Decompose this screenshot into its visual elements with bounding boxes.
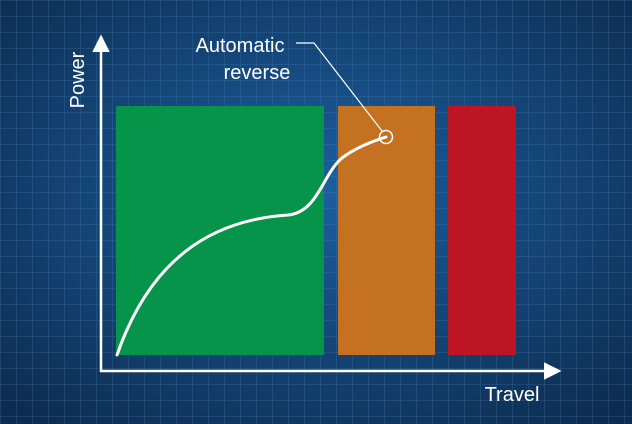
x-axis-label: Travel [485, 384, 540, 406]
annotation-line-2: reverse [224, 62, 291, 84]
annotation-leader-line [296, 42, 383, 132]
red-zone [448, 106, 516, 355]
y-axis-label: Power [67, 51, 89, 108]
power-curve [115, 135, 388, 357]
orange-zone [338, 106, 435, 355]
reverse-point-marker [378, 129, 394, 145]
annotation-line-1: Automatic [196, 35, 285, 57]
